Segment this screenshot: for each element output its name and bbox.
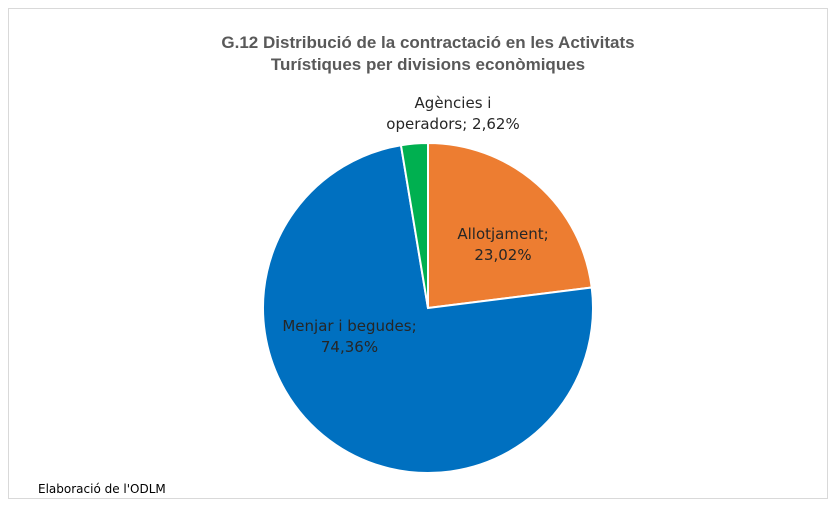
chart-title: Turístiques per divisions econòmiques [271, 55, 585, 74]
pie-slice [427, 141, 593, 310]
chart-border [8, 8, 828, 499]
source-note: Elaboració de l'ODLM [38, 482, 166, 496]
chart-title: G.12 Distribució de la contractació en l… [221, 33, 634, 52]
pie-slice [399, 141, 429, 309]
pie-slice [262, 144, 594, 474]
data-label: Agències i operadors; 2,62% [386, 94, 520, 133]
data-label: Menjar i begudes; 74,36% [282, 317, 417, 356]
data-label: Allotjament; 23,02% [457, 225, 549, 264]
